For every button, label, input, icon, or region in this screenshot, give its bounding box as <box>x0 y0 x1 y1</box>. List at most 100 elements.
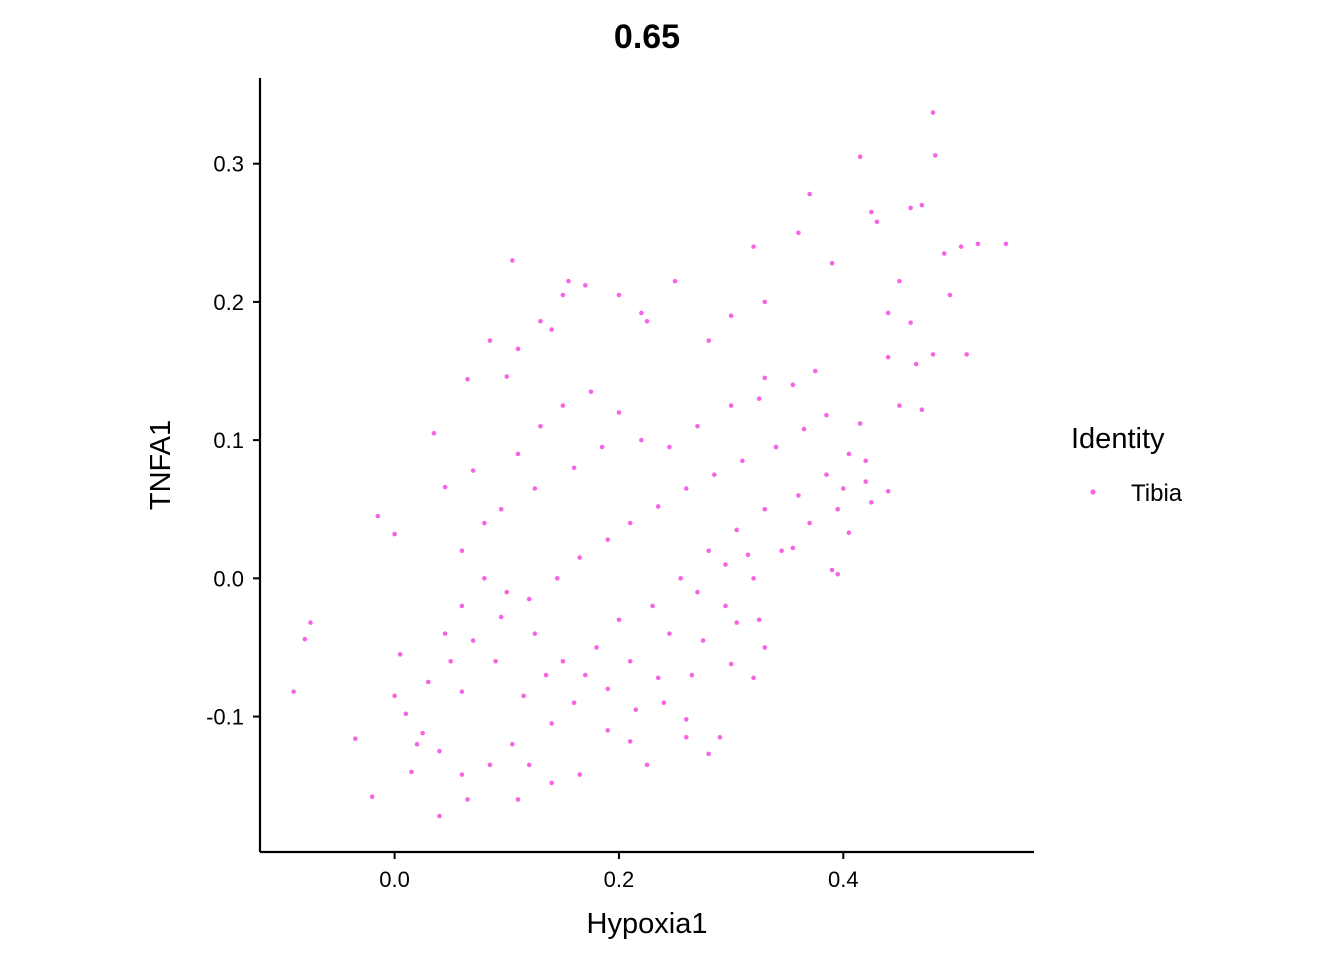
data-point <box>723 603 728 609</box>
data-point <box>667 631 672 636</box>
data-point <box>958 244 964 249</box>
data-point <box>353 736 358 741</box>
data-point <box>392 693 397 699</box>
data-point <box>796 230 801 236</box>
data-point <box>869 209 874 215</box>
data-point <box>661 700 667 706</box>
data-point <box>751 675 756 681</box>
data-point <box>442 484 448 490</box>
data-point <box>532 631 538 636</box>
data-point <box>756 396 762 401</box>
data-point <box>644 762 650 768</box>
data-point <box>835 506 840 512</box>
data-point <box>751 576 756 581</box>
data-point <box>712 472 717 477</box>
data-point <box>672 278 678 284</box>
data-point <box>526 596 532 602</box>
data-point <box>375 513 381 519</box>
data-point <box>515 451 521 457</box>
data-point <box>897 278 902 284</box>
data-point <box>639 310 644 316</box>
data-point <box>549 327 554 332</box>
data-point <box>594 645 599 650</box>
data-point <box>941 251 947 256</box>
data-point <box>409 769 414 775</box>
data-point <box>577 555 582 560</box>
data-point <box>863 458 869 464</box>
data-point <box>470 468 476 473</box>
data-point <box>515 346 521 352</box>
y-tick-label: 0.0 <box>213 566 244 591</box>
data-point <box>913 361 919 367</box>
data-point <box>846 451 852 457</box>
data-point <box>790 545 796 551</box>
data-point <box>908 320 913 325</box>
data-point <box>599 444 605 450</box>
data-point <box>627 739 633 744</box>
data-point <box>487 338 493 343</box>
data-point <box>829 260 835 266</box>
data-point <box>465 797 470 802</box>
data-point <box>706 751 711 757</box>
data-point <box>498 506 504 512</box>
data-point <box>655 675 661 681</box>
data-point <box>560 658 566 664</box>
data-point <box>801 426 807 432</box>
chart-title: 0.65 <box>614 18 680 56</box>
data-point <box>571 465 577 471</box>
data-point <box>756 617 762 623</box>
data-point <box>504 374 510 379</box>
data-point <box>605 728 611 733</box>
data-point <box>734 527 740 533</box>
data-point <box>717 734 723 740</box>
data-point <box>616 292 622 298</box>
data-point <box>897 403 902 408</box>
data-point <box>824 472 829 477</box>
data-point <box>437 813 442 819</box>
data-point <box>695 589 700 595</box>
data-point <box>790 382 796 388</box>
data-point <box>627 658 633 664</box>
data-point <box>975 241 981 247</box>
data-point <box>392 531 397 537</box>
data-point <box>616 410 622 415</box>
data-point <box>650 603 655 609</box>
data-point <box>700 638 706 643</box>
data-point <box>930 110 936 115</box>
x-tick-label: 0.4 <box>828 867 859 892</box>
data-point <box>885 354 891 360</box>
data-point <box>482 520 487 526</box>
data-point <box>482 576 487 581</box>
data-point <box>874 219 880 225</box>
data-point <box>532 486 538 491</box>
data-point <box>683 486 689 491</box>
data-point <box>291 689 296 694</box>
data-point <box>745 552 751 558</box>
data-point <box>583 672 588 678</box>
data-point <box>751 244 756 249</box>
data-point <box>706 548 711 553</box>
data-point <box>633 707 639 712</box>
y-tick-label: 0.2 <box>213 290 244 315</box>
data-point <box>437 748 442 754</box>
data-point <box>762 375 768 381</box>
data-point <box>762 299 768 305</box>
data-point <box>616 617 622 623</box>
data-point <box>538 424 543 429</box>
data-point <box>498 614 504 620</box>
data-point <box>627 520 633 526</box>
y-axis-ticks: -0.1 0.0 0.1 0.2 0.3 <box>206 152 260 730</box>
data-point <box>706 338 711 343</box>
x-tick-label: 0.2 <box>604 867 635 892</box>
data-point <box>644 318 650 324</box>
data-point <box>857 154 863 160</box>
data-point <box>639 437 644 443</box>
data-point <box>560 292 566 298</box>
data-point <box>459 548 465 553</box>
data-point <box>807 191 812 197</box>
data-point <box>459 772 465 777</box>
data-point <box>448 658 453 664</box>
data-point <box>812 368 818 374</box>
x-tick-label: 0.0 <box>379 867 410 892</box>
